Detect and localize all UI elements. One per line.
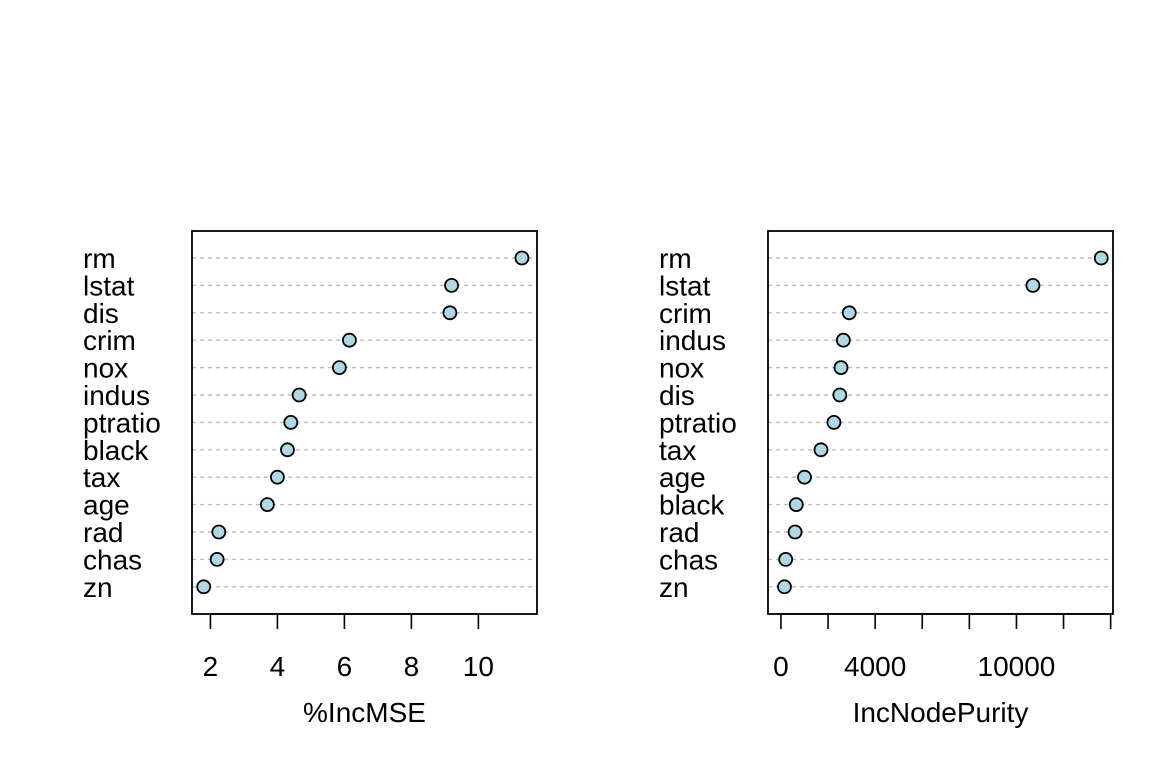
inc-node-purity-row-label-dis: dis bbox=[659, 380, 695, 411]
inc-node-purity-point-tax bbox=[813, 442, 829, 458]
inc-node-purity-point-nox bbox=[833, 360, 849, 376]
inc-node-purity-row-label-tax: tax bbox=[659, 435, 696, 466]
inc-node-purity-point-zn bbox=[777, 579, 792, 595]
inc-mse-row-label-rad: rad bbox=[83, 517, 123, 548]
inc-mse-row-label-zn: zn bbox=[83, 572, 113, 603]
inc-mse-x-tick-label-10: 10 bbox=[463, 651, 494, 682]
inc-node-purity-point-age bbox=[797, 469, 812, 485]
inc-mse-x-tick-label-2: 2 bbox=[203, 651, 219, 682]
inc-node-purity-row-label-chas: chas bbox=[659, 544, 718, 575]
inc-node-purity-x-tick-label-10000: 10000 bbox=[978, 651, 1056, 682]
inc-mse-x-tick-label-8: 8 bbox=[404, 651, 420, 682]
inc-mse-x-tick-label-4: 4 bbox=[270, 651, 286, 682]
inc-mse-point-tax bbox=[270, 469, 285, 485]
inc-mse-point-crim bbox=[342, 332, 357, 348]
inc-mse-row-label-indus: indus bbox=[83, 380, 150, 411]
inc-node-purity-point-indus bbox=[835, 332, 851, 348]
inc-node-purity-row-label-lstat: lstat bbox=[659, 270, 711, 301]
inc-node-purity-point-rm bbox=[1093, 250, 1109, 266]
inc-node-purity-point-lstat bbox=[1025, 277, 1041, 293]
inc-node-purity-point-black bbox=[788, 497, 804, 513]
inc-node-purity-row-label-indus: indus bbox=[659, 325, 726, 356]
inc-node-purity-row-label-nox: nox bbox=[659, 353, 704, 384]
inc-node-purity-row-label-rad: rad bbox=[659, 517, 699, 548]
inc-mse-row-label-ptratio: ptratio bbox=[83, 407, 161, 438]
inc-mse-point-ptratio bbox=[283, 414, 299, 430]
inc-node-purity-point-crim bbox=[841, 305, 857, 321]
inc-mse-point-zn bbox=[196, 579, 212, 595]
inc-node-purity-point-dis bbox=[832, 387, 848, 403]
inc-node-purity-row-label-ptratio: ptratio bbox=[659, 407, 737, 438]
inc-mse-point-indus bbox=[291, 387, 307, 403]
inc-mse-point-lstat bbox=[444, 277, 459, 293]
inc-node-purity-point-rad bbox=[787, 524, 803, 540]
inc-mse-x-tick-label-6: 6 bbox=[337, 651, 353, 682]
inc-mse-point-chas bbox=[209, 552, 225, 567]
inc-node-purity-row-label-age: age bbox=[659, 462, 706, 493]
inc-mse-row-label-chas: chas bbox=[83, 544, 142, 575]
inc-mse-row-label-nox: nox bbox=[83, 353, 128, 384]
inc-node-purity-point-ptratio bbox=[826, 414, 842, 430]
inc-mse-row-label-lstat: lstat bbox=[83, 270, 135, 301]
inc-node-purity-row-label-black: black bbox=[659, 490, 725, 521]
inc-mse-panel: rmlstatdiscrimnoxindusptratioblacktaxage… bbox=[83, 230, 538, 728]
inc-mse-row-label-crim: crim bbox=[83, 325, 136, 356]
inc-node-purity-x-tick-label-4000: 4000 bbox=[844, 651, 906, 682]
inc-mse-point-rad bbox=[211, 524, 227, 540]
inc-node-purity-panel: rmlstatcrimindusnoxdisptratiotaxageblack… bbox=[659, 230, 1114, 728]
inc-mse-point-dis bbox=[442, 305, 458, 321]
inc-node-purity-x-tick-label-0: 0 bbox=[773, 651, 789, 682]
inc-mse-point-black bbox=[280, 442, 295, 458]
inc-mse-row-label-dis: dis bbox=[83, 298, 119, 329]
inc-mse-point-rm bbox=[514, 250, 530, 266]
inc-node-purity-row-label-zn: zn bbox=[659, 572, 689, 603]
inc-mse-row-label-rm: rm bbox=[83, 243, 116, 274]
inc-mse-row-label-age: age bbox=[83, 490, 130, 521]
inc-node-purity-point-chas bbox=[778, 552, 794, 567]
inc-mse-point-age bbox=[259, 497, 275, 513]
inc-mse-row-label-tax: tax bbox=[83, 462, 120, 493]
inc-node-purity-x-axis-label: IncNodePurity bbox=[853, 697, 1029, 728]
inc-mse-x-axis-label: %IncMSE bbox=[303, 697, 426, 728]
inc-node-purity-row-label-crim: crim bbox=[659, 298, 712, 329]
inc-mse-point-nox bbox=[331, 360, 347, 376]
inc-node-purity-row-label-rm: rm bbox=[659, 243, 692, 274]
inc-mse-row-label-black: black bbox=[83, 435, 149, 466]
